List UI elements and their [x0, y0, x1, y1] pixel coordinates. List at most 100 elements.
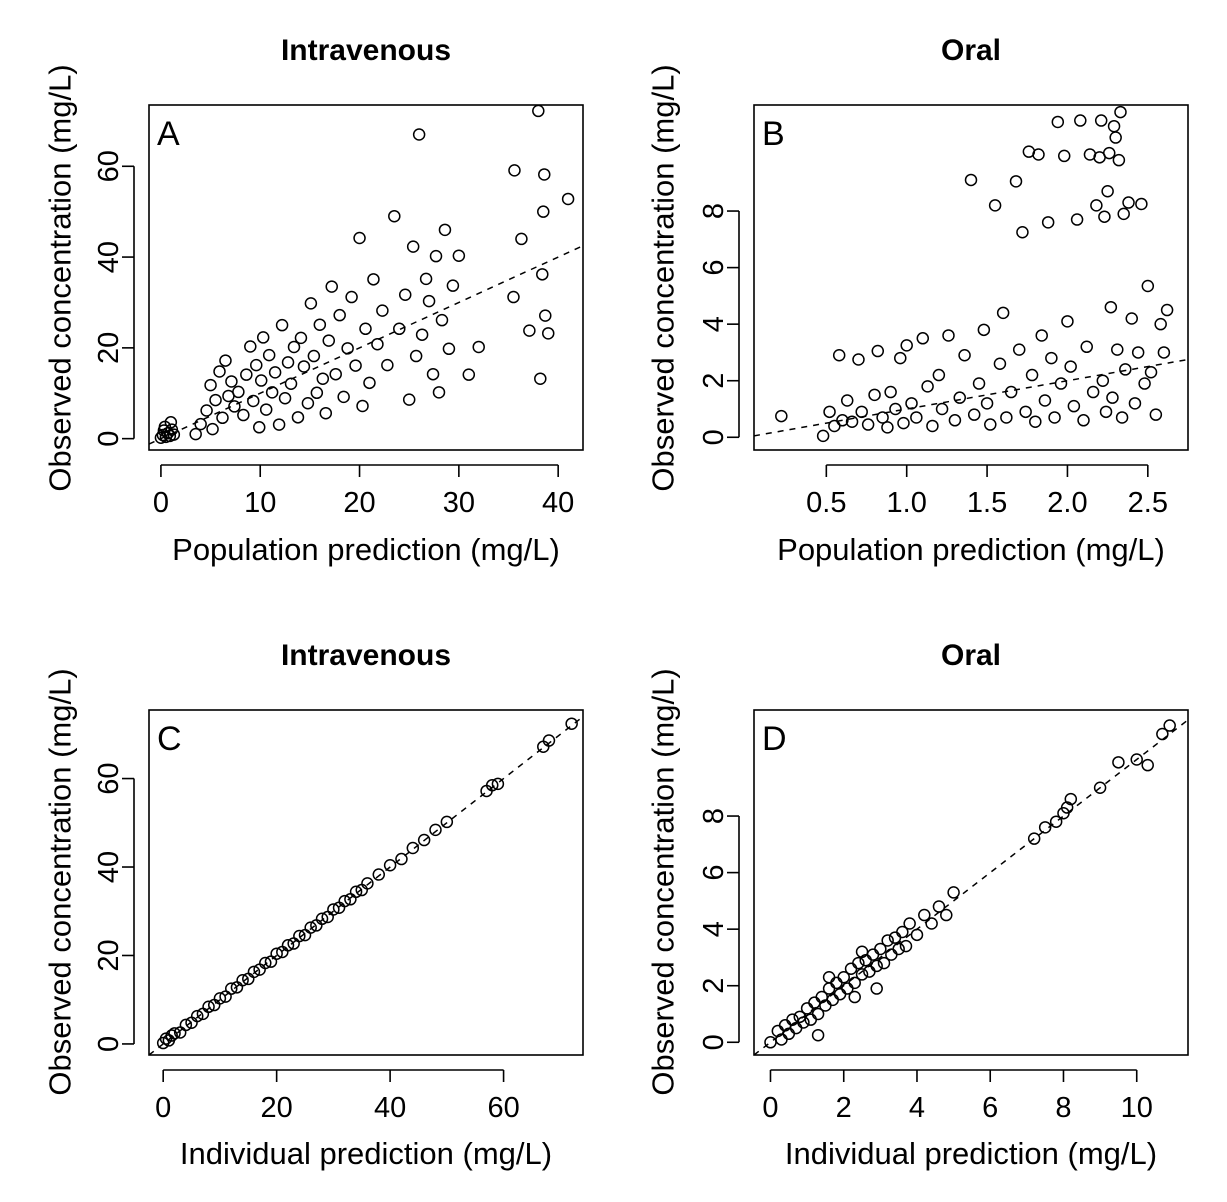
panel-letter: B [762, 115, 785, 153]
data-point [541, 327, 555, 340]
data-point [259, 403, 273, 416]
data-point [293, 929, 306, 943]
panel-letter: D [762, 720, 787, 758]
data-point [1080, 340, 1093, 354]
x-tick-label: 1.5 [967, 487, 1007, 519]
y-tick-label: 40 [93, 241, 125, 273]
data-point [349, 885, 363, 899]
data-point [381, 358, 394, 372]
data-point [868, 388, 881, 402]
data-point [491, 777, 505, 791]
x-tick-label: 2 [836, 1092, 852, 1124]
data-point [538, 168, 551, 181]
data-point [319, 406, 333, 420]
data-point [1157, 346, 1171, 359]
data-point [202, 1000, 215, 1014]
data-point [1054, 377, 1068, 390]
data-point [844, 962, 858, 975]
data-point [832, 349, 846, 362]
data-point [804, 1013, 818, 1026]
data-point [1128, 397, 1142, 410]
y-tick-label: 20 [93, 939, 125, 971]
data-point [1004, 385, 1018, 399]
data-point [1094, 114, 1108, 127]
data-point [402, 393, 416, 406]
y-tick-label: 8 [698, 808, 730, 824]
data-point [947, 886, 960, 899]
data-point [270, 947, 283, 960]
data-point [840, 394, 854, 407]
y-axis-label: Observed concentration (mg/L) [646, 64, 681, 491]
data-point [393, 322, 406, 336]
x-tick-label: 1.0 [887, 487, 927, 519]
data-point [925, 917, 938, 930]
data-point [1112, 756, 1125, 769]
y-tick-label: 0 [93, 431, 125, 447]
data-point [1049, 815, 1063, 828]
y-tick-label: 40 [93, 851, 125, 883]
plot-frame [753, 104, 1189, 451]
data-point [823, 405, 836, 419]
data-point [268, 366, 282, 379]
data-point [426, 367, 440, 381]
data-point [848, 990, 861, 1004]
data-point [1112, 153, 1126, 167]
data-point [561, 192, 575, 206]
data-point [1122, 196, 1135, 209]
data-point [304, 921, 317, 934]
data-point [1016, 226, 1029, 239]
y-tick-label: 6 [698, 260, 730, 276]
data-point [412, 128, 426, 141]
data-point [942, 329, 955, 342]
x-tick-label: 30 [443, 487, 475, 519]
data-point [363, 376, 376, 390]
x-tick-label: 0 [155, 1092, 171, 1124]
data-point [1096, 374, 1110, 387]
data-point [1027, 832, 1041, 845]
data-point [252, 421, 266, 434]
data-point [232, 385, 245, 399]
data-point [1119, 363, 1132, 376]
data-point [866, 948, 880, 961]
data-point [534, 372, 547, 385]
data-point [204, 378, 217, 392]
data-point [1061, 315, 1074, 328]
data-point [1057, 149, 1071, 163]
data-point [325, 280, 338, 293]
data-point [446, 279, 460, 292]
data-points [156, 717, 578, 1050]
data-point [816, 429, 830, 443]
data-point [278, 392, 292, 405]
data-point [417, 833, 431, 847]
data-point [833, 987, 847, 1001]
y-tick-label: 60 [93, 762, 125, 794]
x-tick-label: 6 [982, 1092, 998, 1124]
data-point [1064, 792, 1078, 806]
data-point [935, 402, 949, 416]
data-point [304, 297, 318, 310]
panel-b: Oral B 0.5 1.0 1.5 2.0 2.5 0 2 4 6 8 Population pred… [646, 34, 1189, 567]
x-tick-label: 10 [1121, 1092, 1153, 1124]
data-point [764, 1036, 777, 1049]
data-point [1154, 317, 1167, 331]
x-axis-label: Population prediction (mg/L) [777, 532, 1165, 567]
plot-frame [148, 709, 584, 1056]
data-point [870, 959, 883, 973]
plot-frame [148, 104, 584, 451]
y-tick-label: 4 [698, 316, 730, 332]
data-point [1107, 119, 1121, 133]
data-point [861, 418, 875, 431]
data-point [1144, 365, 1158, 379]
data-point [247, 394, 260, 408]
data-point [189, 427, 202, 441]
y-tick-label: 60 [93, 150, 125, 182]
chart-title: Intravenous [281, 639, 451, 672]
data-point [1038, 821, 1052, 834]
data-point [1114, 105, 1127, 119]
data-point [462, 368, 476, 381]
y-axis-label: Observed concentration (mg/L) [43, 64, 78, 491]
data-point [213, 365, 226, 378]
data-point [822, 982, 836, 995]
data-point [1109, 131, 1122, 144]
plot-frame [753, 709, 1189, 1056]
